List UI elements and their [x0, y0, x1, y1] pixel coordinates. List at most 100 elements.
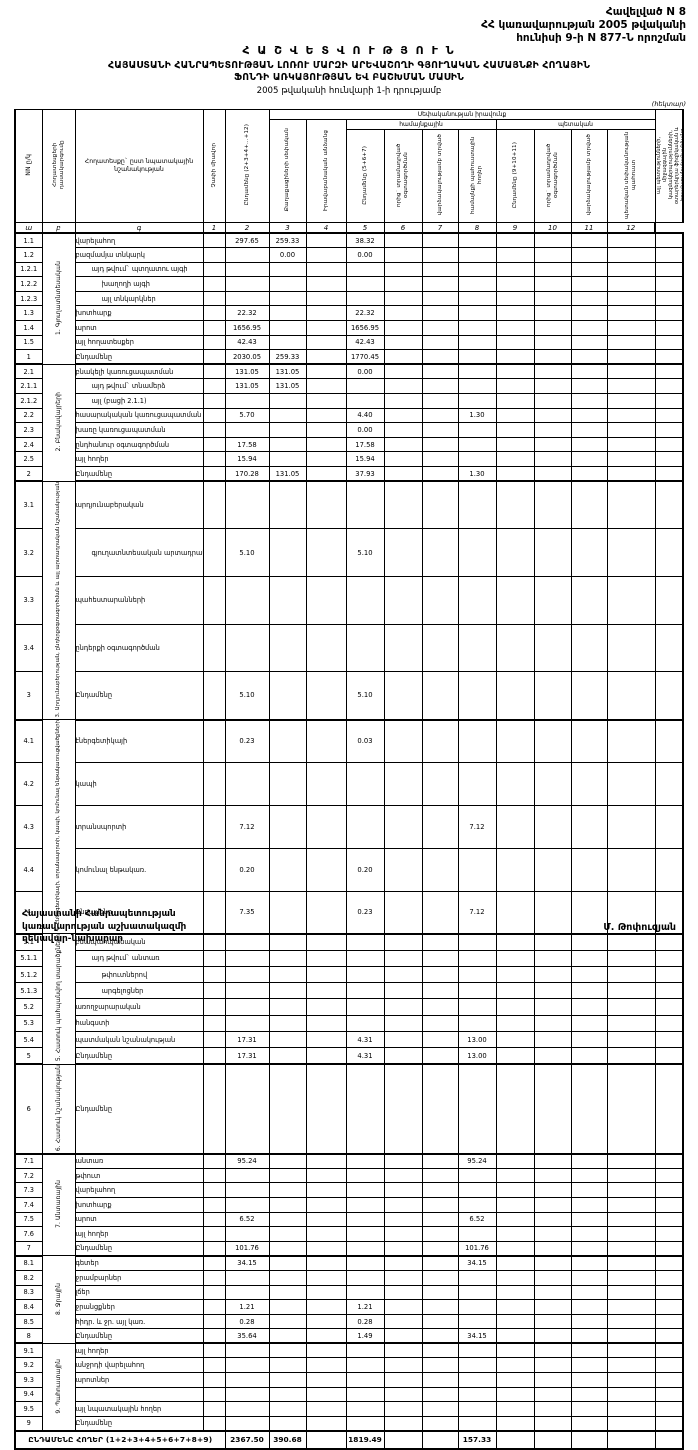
row-code: 2: [14, 466, 43, 483]
cell-c10: [570, 363, 608, 380]
row-code: 2.4: [14, 436, 43, 453]
cell-c4: 0.00: [345, 363, 385, 380]
th-community-disposal: որից` տրամադրված օգտագործման: [383, 129, 423, 223]
cell-c11: [606, 719, 656, 763]
cell-c1: 42.43: [224, 334, 270, 351]
cell-c12: [654, 1014, 684, 1032]
cell-c7: [457, 998, 497, 1016]
table-row: 4.1 4. Էներգետիկայի, տրանսպորտի, կապի, կո…: [14, 718, 684, 935]
row-unit: [202, 466, 226, 483]
cell-c8: [495, 305, 535, 322]
cell-c6: [421, 1153, 459, 1169]
cell-c4: [345, 1153, 385, 1169]
cell-c6: [421, 407, 459, 424]
cell-c11: [606, 1342, 656, 1359]
cell-c7: [457, 965, 497, 984]
cell-c3: [305, 1182, 347, 1198]
section-label-text: 3. Արդյունաբերության, ընդերքօգտագործման …: [55, 481, 62, 717]
cell-c6: [421, 1063, 459, 1155]
section-sum-row: 1 Ընդամենը 2030.05 259.33 1770.45: [14, 349, 684, 366]
table-row: 1.4 արոտ 1656.95 1656.95: [14, 320, 684, 336]
cell-c10: [570, 436, 608, 453]
cell-c12: [654, 436, 684, 453]
cell-c3: [305, 1269, 347, 1286]
cell-c6: [421, 949, 459, 967]
cell-c10: [570, 1167, 608, 1184]
cell-c4: [345, 949, 385, 967]
cell-c8: [495, 1284, 535, 1301]
cell-c4: 37.93: [345, 466, 385, 483]
cell-c6: [421, 998, 459, 1016]
cell-c6: [421, 247, 459, 263]
cell-c1: 5.10: [224, 671, 270, 721]
cell-c4: [345, 1226, 385, 1242]
cell-c4: 1770.45: [345, 349, 385, 366]
cell-c10: [570, 1196, 608, 1213]
cell-c10: [570, 290, 608, 307]
cell-c1: [224, 1167, 270, 1184]
cell-c9: [533, 623, 572, 673]
cell-c9: [533, 363, 572, 380]
cell-c5: [383, 982, 423, 1000]
cell-c7: [457, 1386, 497, 1403]
cell-c5: [383, 847, 423, 892]
cell-c7: [457, 1415, 497, 1432]
cell-c3: [305, 1167, 347, 1184]
cell-c8: [495, 1415, 535, 1432]
cell-c1: [224, 575, 270, 625]
row-code: 7.2: [14, 1167, 43, 1184]
cell-c1: 17.58: [224, 436, 270, 453]
cell-c6: [421, 1030, 459, 1049]
th-unit: Չափի միավոր: [202, 109, 226, 223]
cell-c7: 13.00: [457, 1030, 497, 1049]
cell-c7: 1.30: [457, 407, 497, 424]
cell-c12: [654, 466, 684, 483]
cell-c8: [495, 349, 535, 366]
cell-c12: [654, 349, 684, 366]
cell-c7: [457, 528, 497, 577]
cell-c1: 2030.05: [224, 349, 270, 366]
cell-c11: [606, 422, 656, 438]
cell-c11: [606, 393, 656, 409]
cell-c2: [268, 1415, 307, 1432]
cell-c8: [495, 1372, 535, 1388]
cell-c12: [654, 232, 684, 249]
cell-c8: [495, 1328, 535, 1345]
cell-c3: [305, 232, 347, 249]
cell-c9: [533, 1299, 572, 1315]
cell-c1: 17.31: [224, 1030, 270, 1049]
table-row: 8.2 ջրամբարներ: [14, 1269, 684, 1286]
cell-c4: [345, 1167, 385, 1184]
cell-c8: [495, 247, 535, 263]
grand-total-c11: [606, 1429, 656, 1450]
row-label: առողջարարական: [74, 998, 204, 1016]
cell-c11: [606, 1284, 656, 1301]
cell-c12: [654, 451, 684, 467]
cell-c2: [268, 407, 307, 424]
cell-c3: [305, 1196, 347, 1213]
row-label: գետեր: [74, 1255, 204, 1271]
column-number-4: 4: [305, 222, 347, 234]
cell-c10: [570, 1014, 608, 1032]
cell-c10: [570, 349, 608, 366]
th-citizen-ownership: Քաղաքացիների սեփական: [268, 119, 307, 223]
cell-c10: [570, 1269, 608, 1286]
cell-c2: [268, 1386, 307, 1403]
cell-c7: [457, 1284, 497, 1301]
cell-c2: [268, 436, 307, 453]
cell-c6: [421, 671, 459, 721]
cell-c12: [654, 1328, 684, 1345]
cell-c6: [421, 528, 459, 577]
cell-c9: [533, 1357, 572, 1374]
cell-c11: [606, 804, 656, 849]
cell-c6: [421, 1313, 459, 1330]
cell-c2: [268, 1153, 307, 1169]
cell-c12: [654, 422, 684, 438]
cell-c12: [654, 1063, 684, 1155]
cell-c5: [383, 890, 423, 935]
th-state-lease: վարձակալությամբ տրված: [570, 129, 608, 223]
cell-c4: 38.32: [345, 232, 385, 249]
cell-c12: [654, 1269, 684, 1286]
cell-c9: [533, 1255, 572, 1271]
grand-total-c7: 157.33: [457, 1429, 497, 1450]
